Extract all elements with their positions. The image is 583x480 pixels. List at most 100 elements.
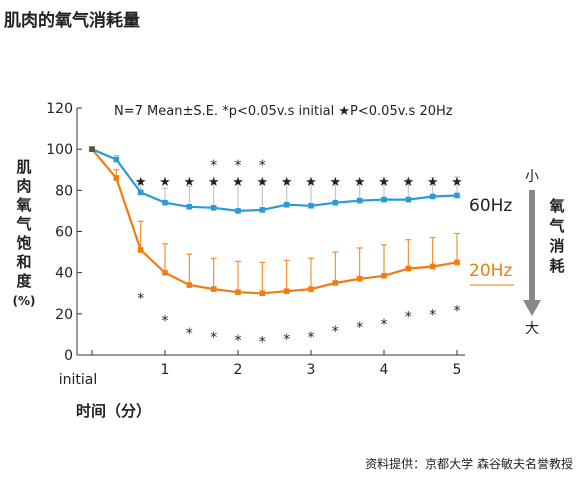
data-point bbox=[356, 197, 363, 204]
source-credit: 资料提供：京都大学 森谷敏夫名誉教授 bbox=[365, 456, 573, 471]
data-point bbox=[308, 286, 314, 292]
y-label-char: 和 bbox=[16, 253, 31, 271]
asterisk-mark: * bbox=[405, 310, 412, 326]
y-tick-label: 0 bbox=[64, 348, 73, 364]
star-mark: ★ bbox=[183, 175, 195, 190]
asterisk-mark: * bbox=[283, 332, 290, 348]
series-label-20hz: 20Hz bbox=[469, 261, 512, 281]
star-mark: ★ bbox=[402, 175, 414, 190]
data-point bbox=[113, 175, 120, 181]
data-point bbox=[235, 289, 241, 296]
y-label-char: (%) bbox=[13, 294, 36, 308]
y-label-char: 肉 bbox=[16, 177, 31, 195]
consumption-arrow: 小大 氧气消耗 bbox=[523, 169, 565, 337]
x-tick-label: 4 bbox=[380, 362, 389, 378]
data-point bbox=[283, 201, 290, 208]
data-point bbox=[429, 263, 436, 270]
star-mark: ★ bbox=[256, 175, 268, 190]
asterisk-mark: * bbox=[308, 330, 315, 346]
y-label-char: 肌 bbox=[16, 158, 31, 176]
star-mark: ★ bbox=[329, 175, 341, 190]
asterisk-mark: * bbox=[235, 333, 242, 349]
arrow-caption-char: 消 bbox=[549, 237, 564, 255]
y-tick-label: 40 bbox=[55, 266, 73, 282]
y-label-char: 饱 bbox=[16, 234, 31, 252]
data-point bbox=[186, 282, 193, 288]
asterisk-mark: * bbox=[162, 314, 169, 330]
data-point bbox=[356, 276, 363, 282]
data-point bbox=[381, 272, 387, 279]
y-label-char: 氧 bbox=[15, 196, 31, 214]
series-label-60hz: 60Hz bbox=[469, 196, 512, 216]
star-mark: ★ bbox=[427, 175, 439, 190]
data-point bbox=[162, 269, 168, 276]
data-point bbox=[429, 193, 436, 200]
star-mark: ★ bbox=[135, 175, 147, 190]
data-point bbox=[259, 290, 266, 297]
asterisk-mark: * bbox=[259, 334, 266, 350]
x-tick-label: 3 bbox=[307, 362, 316, 378]
data-point bbox=[283, 288, 290, 294]
star-mark: ★ bbox=[232, 175, 244, 190]
star-mark: ★ bbox=[281, 175, 293, 190]
series-line bbox=[91, 148, 458, 213]
series-20hz: 20Hz bbox=[89, 146, 514, 297]
data-point bbox=[235, 208, 241, 214]
significance-annotation: N=7 Mean±S.E. *p<0.05v.s initial ★P<0.05… bbox=[114, 104, 453, 119]
arrow-head bbox=[523, 300, 541, 316]
x-axis-label: 时间（分） bbox=[76, 402, 151, 420]
data-point bbox=[137, 247, 144, 253]
data-point bbox=[308, 202, 314, 209]
star-mark: ★ bbox=[451, 175, 463, 190]
data-point bbox=[405, 196, 412, 203]
data-point bbox=[454, 192, 460, 199]
axes: 0 20 40 60 80 100 120 initial 1 2 3 4 5 bbox=[46, 101, 465, 388]
asterisk-mark: * bbox=[356, 320, 363, 336]
series-line bbox=[91, 148, 458, 295]
asterisk-mark: * bbox=[381, 317, 388, 333]
arrow-caption-char: 耗 bbox=[549, 257, 564, 275]
star-mark: ★ bbox=[378, 175, 390, 190]
asterisk-mark: * bbox=[210, 158, 217, 174]
star-mark: ★ bbox=[208, 175, 220, 190]
x-tick-label: 5 bbox=[453, 362, 462, 378]
arrow-shaft bbox=[529, 190, 535, 300]
data-point bbox=[332, 280, 339, 286]
data-point bbox=[381, 196, 387, 203]
x-tick-label: initial bbox=[59, 372, 98, 388]
asterisk-mark: * bbox=[186, 326, 193, 342]
star-mark: ★ bbox=[354, 175, 366, 190]
asterisk-mark: * bbox=[235, 158, 242, 174]
asterisk-mark: * bbox=[429, 307, 436, 323]
y-label-char: 气 bbox=[15, 215, 31, 233]
asterisk-mark: * bbox=[454, 303, 461, 319]
data-point bbox=[186, 204, 193, 210]
series-layer: 60Hz 20Hz bbox=[89, 146, 514, 297]
data-point bbox=[405, 265, 412, 272]
asterisk-mark: * bbox=[259, 158, 266, 174]
asterisk-mark: * bbox=[332, 324, 339, 340]
x-tick-label: 1 bbox=[161, 362, 170, 378]
y-tick-label: 80 bbox=[55, 183, 73, 199]
arrow-top-label: 小 bbox=[525, 169, 539, 185]
star-mark: ★ bbox=[305, 175, 317, 190]
data-point bbox=[454, 259, 460, 266]
data-point bbox=[259, 207, 266, 213]
data-point bbox=[113, 156, 120, 163]
chart-title: 肌肉的氧气消耗量 bbox=[4, 10, 140, 31]
arrow-bottom-label: 大 bbox=[525, 321, 539, 337]
series-60hz: 60Hz bbox=[89, 146, 512, 216]
data-point bbox=[89, 146, 95, 152]
star-mark: ★ bbox=[159, 175, 171, 190]
data-point bbox=[210, 286, 217, 292]
y-tick-label: 100 bbox=[46, 142, 73, 158]
y-tick-label: 20 bbox=[55, 307, 73, 323]
arrow-caption-char: 气 bbox=[548, 217, 564, 235]
asterisk-mark: * bbox=[137, 291, 144, 307]
data-point bbox=[137, 189, 144, 196]
data-point bbox=[332, 199, 339, 206]
significance-marks: ★ ★ ★ ★ ★ ★ ★ ★ ★ ★ ★ ★ ★ ★* * **** * * * * * * * * * * * bbox=[135, 158, 463, 350]
